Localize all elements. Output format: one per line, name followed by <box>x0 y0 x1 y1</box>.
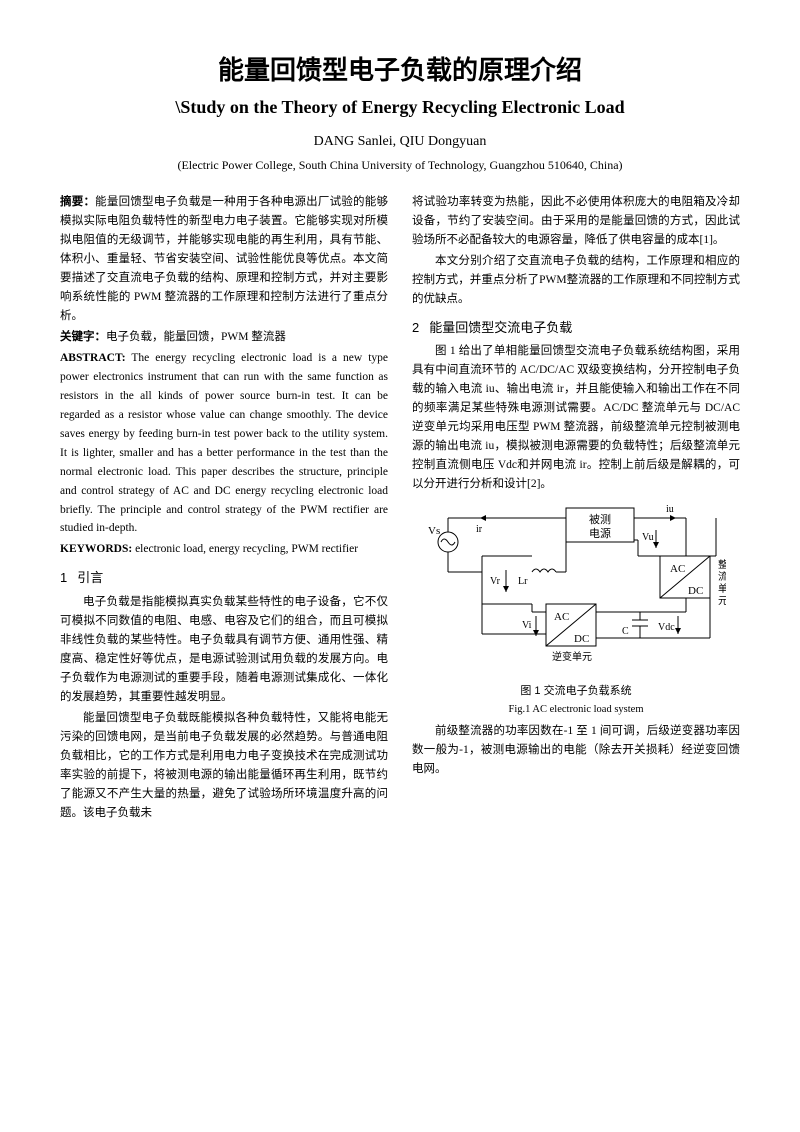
section-1-title: 引言 <box>77 570 103 585</box>
label-ac2: AC <box>554 611 569 623</box>
label-dc2: DC <box>574 633 589 645</box>
label-rect-4: 元 <box>718 596 726 607</box>
abstract-en-label: ABSTRACT: <box>60 352 126 364</box>
label-vdc: Vdc <box>658 622 675 633</box>
label-vi: Vi <box>522 620 532 631</box>
label-iu: iu <box>666 504 674 515</box>
figure-1-diagram: Vs ir 被测 电源 iu Vu <box>426 500 726 680</box>
label-rect-2: 流 <box>718 570 726 583</box>
section-2-paragraph-1: 图 1 给出了单相能量回馈型交流电子负载系统结构图，采用具有中间直流环节的 AC… <box>412 342 740 494</box>
keywords-cn-label: 关键字： <box>60 331 106 343</box>
right-paragraph-2: 本文分别介绍了交直流电子负载的结构，工作原理和相应的控制方式，并重点分析了PWM… <box>412 252 740 309</box>
label-inv: 逆变单元 <box>552 650 592 663</box>
keywords-en: KEYWORDS: electronic load, energy recycl… <box>60 540 388 559</box>
section-2-number: 2 <box>412 320 419 335</box>
section-1-paragraph-1: 电子负载是指能模拟真实负载某些特性的电子设备，它不仅可模拟不同数值的电阻、电感、… <box>60 593 388 707</box>
label-ac1: AC <box>670 563 685 575</box>
abstract-en-text: The energy recycling electronic load is … <box>60 352 388 535</box>
figure-1: Vs ir 被测 电源 iu Vu <box>412 500 740 718</box>
keywords-cn-text: 电子负载，能量回馈，PWM 整流器 <box>106 331 286 343</box>
label-source-2: 电源 <box>589 526 611 540</box>
section-2-title: 能量回馈型交流电子负载 <box>429 320 572 335</box>
label-source-1: 被测 <box>589 513 611 526</box>
section-1-heading: 1 引言 <box>60 567 388 588</box>
two-column-layout: 摘要：能量回馈型电子负载是一种用于各种电源出厂试验的能够模拟实际电阻负载特性的新… <box>60 193 740 824</box>
right-paragraph-1: 将试验功率转变为热能，因此不必使用体积庞大的电阻箱及冷却设备，节约了安装空间。由… <box>412 193 740 250</box>
keywords-cn: 关键字：电子负载，能量回馈，PWM 整流器 <box>60 328 388 347</box>
section-2-heading: 2 能量回馈型交流电子负载 <box>412 317 740 338</box>
label-c: C <box>622 626 629 637</box>
section-1-number: 1 <box>60 570 67 585</box>
right-column: 将试验功率转变为热能，因此不必使用体积庞大的电阻箱及冷却设备，节约了安装空间。由… <box>412 193 740 824</box>
label-rect-1: 整 <box>718 558 726 571</box>
abstract-cn: 摘要：能量回馈型电子负载是一种用于各种电源出厂试验的能够模拟实际电阻负载特性的新… <box>60 193 388 326</box>
label-rect-3: 单 <box>718 583 726 595</box>
label-vu: Vu <box>642 532 654 543</box>
label-dc1: DC <box>688 585 703 597</box>
label-vr: Vr <box>490 576 501 587</box>
title-english: \Study on the Theory of Energy Recycling… <box>60 97 740 118</box>
label-vs: Vs <box>428 525 440 537</box>
abstract-cn-text: 能量回馈型电子负载是一种用于各种电源出厂试验的能够模拟实际电阻负载特性的新型电力… <box>60 196 388 322</box>
figure-1-caption-cn: 图 1 交流电子负载系统 <box>412 682 740 700</box>
figure-1-caption-en: Fig.1 AC electronic load system <box>412 701 740 718</box>
keywords-en-label: KEYWORDS: <box>60 543 132 555</box>
affiliation: (Electric Power College, South China Uni… <box>60 158 740 173</box>
section-2-paragraph-2: 前级整流器的功率因数在-1 至 1 间可调，后级逆变器功率因数一般为-1，被测电… <box>412 722 740 779</box>
section-1-paragraph-2: 能量回馈型电子负载既能模拟各种负载特性，又能将电能无污染的回馈电网，是当前电子负… <box>60 709 388 823</box>
abstract-en: ABSTRACT: The energy recycling electroni… <box>60 349 388 539</box>
authors: DANG Sanlei, QIU Dongyuan <box>60 134 740 150</box>
label-lr: Lr <box>518 576 528 587</box>
label-ir: ir <box>476 524 483 535</box>
keywords-en-text: electronic load, energy recycling, PWM r… <box>132 543 358 555</box>
left-column: 摘要：能量回馈型电子负载是一种用于各种电源出厂试验的能够模拟实际电阻负载特性的新… <box>60 193 388 824</box>
abstract-cn-label: 摘要： <box>60 196 95 208</box>
title-chinese: 能量回馈型电子负载的原理介绍 <box>60 50 740 87</box>
